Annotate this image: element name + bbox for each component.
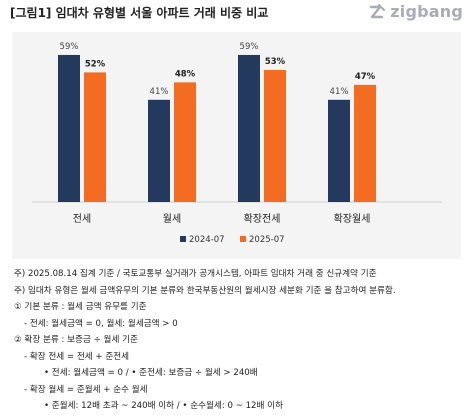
note-basic-definition: - 전세: 월세금액 = 0, 월세: 월세금액 > 0 xyxy=(24,318,178,329)
note-classification: 주) 임대차 유형은 월세 금액유무의 기본 분류와 한국부동산원의 월세시장 … xyxy=(14,285,396,296)
legend-label-2025: 2025-07 xyxy=(249,235,285,245)
category-label-1: 월세 xyxy=(163,213,181,225)
data-label-2025-3: 47% xyxy=(355,72,376,82)
category-label-0: 전세 xyxy=(73,213,91,225)
footnotes: 주) 2025.08.14 집계 기준 / 국토교통부 실거래가 공개시스템, … xyxy=(14,266,469,415)
legend-swatch-2024 xyxy=(180,236,186,242)
note-extended-classification: ② 확장 분류 : 보증금 ÷ 월세 기준 xyxy=(14,335,138,345)
bar-2024-0 xyxy=(58,54,80,203)
chart-area: 59% 52% 전세 41% 48% 월세 59% 53% 확장전세 41% 47% 확장월세 2024… xyxy=(12,32,461,259)
legend-label-2024: 2024-07 xyxy=(189,235,225,245)
zigbang-logo-icon xyxy=(370,3,386,18)
bar-2024-1 xyxy=(148,99,170,202)
page-title: [그림1] 임대차 유형별 서울 아파트 거래 비중 비교 xyxy=(10,6,269,20)
bar-2025-2 xyxy=(264,69,286,203)
data-label-2025-1: 48% xyxy=(175,69,196,79)
bar-2025-1 xyxy=(174,82,196,202)
note-extended-wolse-detail: • 준월세: 12배 초과 ~ 240배 이하 / • 순수월세: 0 ~ 12… xyxy=(44,401,283,411)
bar-2025-0 xyxy=(84,72,106,203)
category-label-3: 확장월세 xyxy=(334,213,371,225)
bar-2025-3 xyxy=(354,84,376,202)
data-label-2025-2: 53% xyxy=(265,57,286,67)
note-extended-jeonse-detail: • 전세: 월세금액 = 0 / • 준전세: 보증금 ÷ 월세 > 240배 xyxy=(44,368,258,378)
note-extended-jeonse: - 확장 전세 = 전세 + 준전세 xyxy=(24,351,130,362)
brand-name: zigbang xyxy=(390,2,463,21)
bar-2024-3 xyxy=(328,99,350,202)
bar-2024-2 xyxy=(238,54,260,203)
data-label-2024-0: 59% xyxy=(60,42,79,52)
note-source: 주) 2025.08.14 집계 기준 / 국토교통부 실거래가 공개시스템, … xyxy=(14,269,377,279)
note-extended-wolse: - 확장 월세 = 준월세 + 순수 월세 xyxy=(24,384,148,395)
data-label-2024-1: 41% xyxy=(150,87,169,97)
category-label-2: 확장전세 xyxy=(244,213,281,225)
header: [그림1] 임대차 유형별 서울 아파트 거래 비중 비교 zigbang xyxy=(0,0,473,30)
brand-logo: zigbang xyxy=(368,2,463,21)
data-label-2024-3: 41% xyxy=(330,87,349,97)
bar-chart: 59% 52% 전세 41% 48% 월세 59% 53% 확장전세 41% 47% 확장월세 2024… xyxy=(32,42,442,245)
data-label-2025-0: 52% xyxy=(85,59,106,69)
legend-swatch-2025 xyxy=(240,236,246,242)
note-basic-classification: ① 기본 분류 : 월세 금액 유무를 기준 xyxy=(14,302,147,312)
data-label-2024-2: 59% xyxy=(240,42,259,52)
